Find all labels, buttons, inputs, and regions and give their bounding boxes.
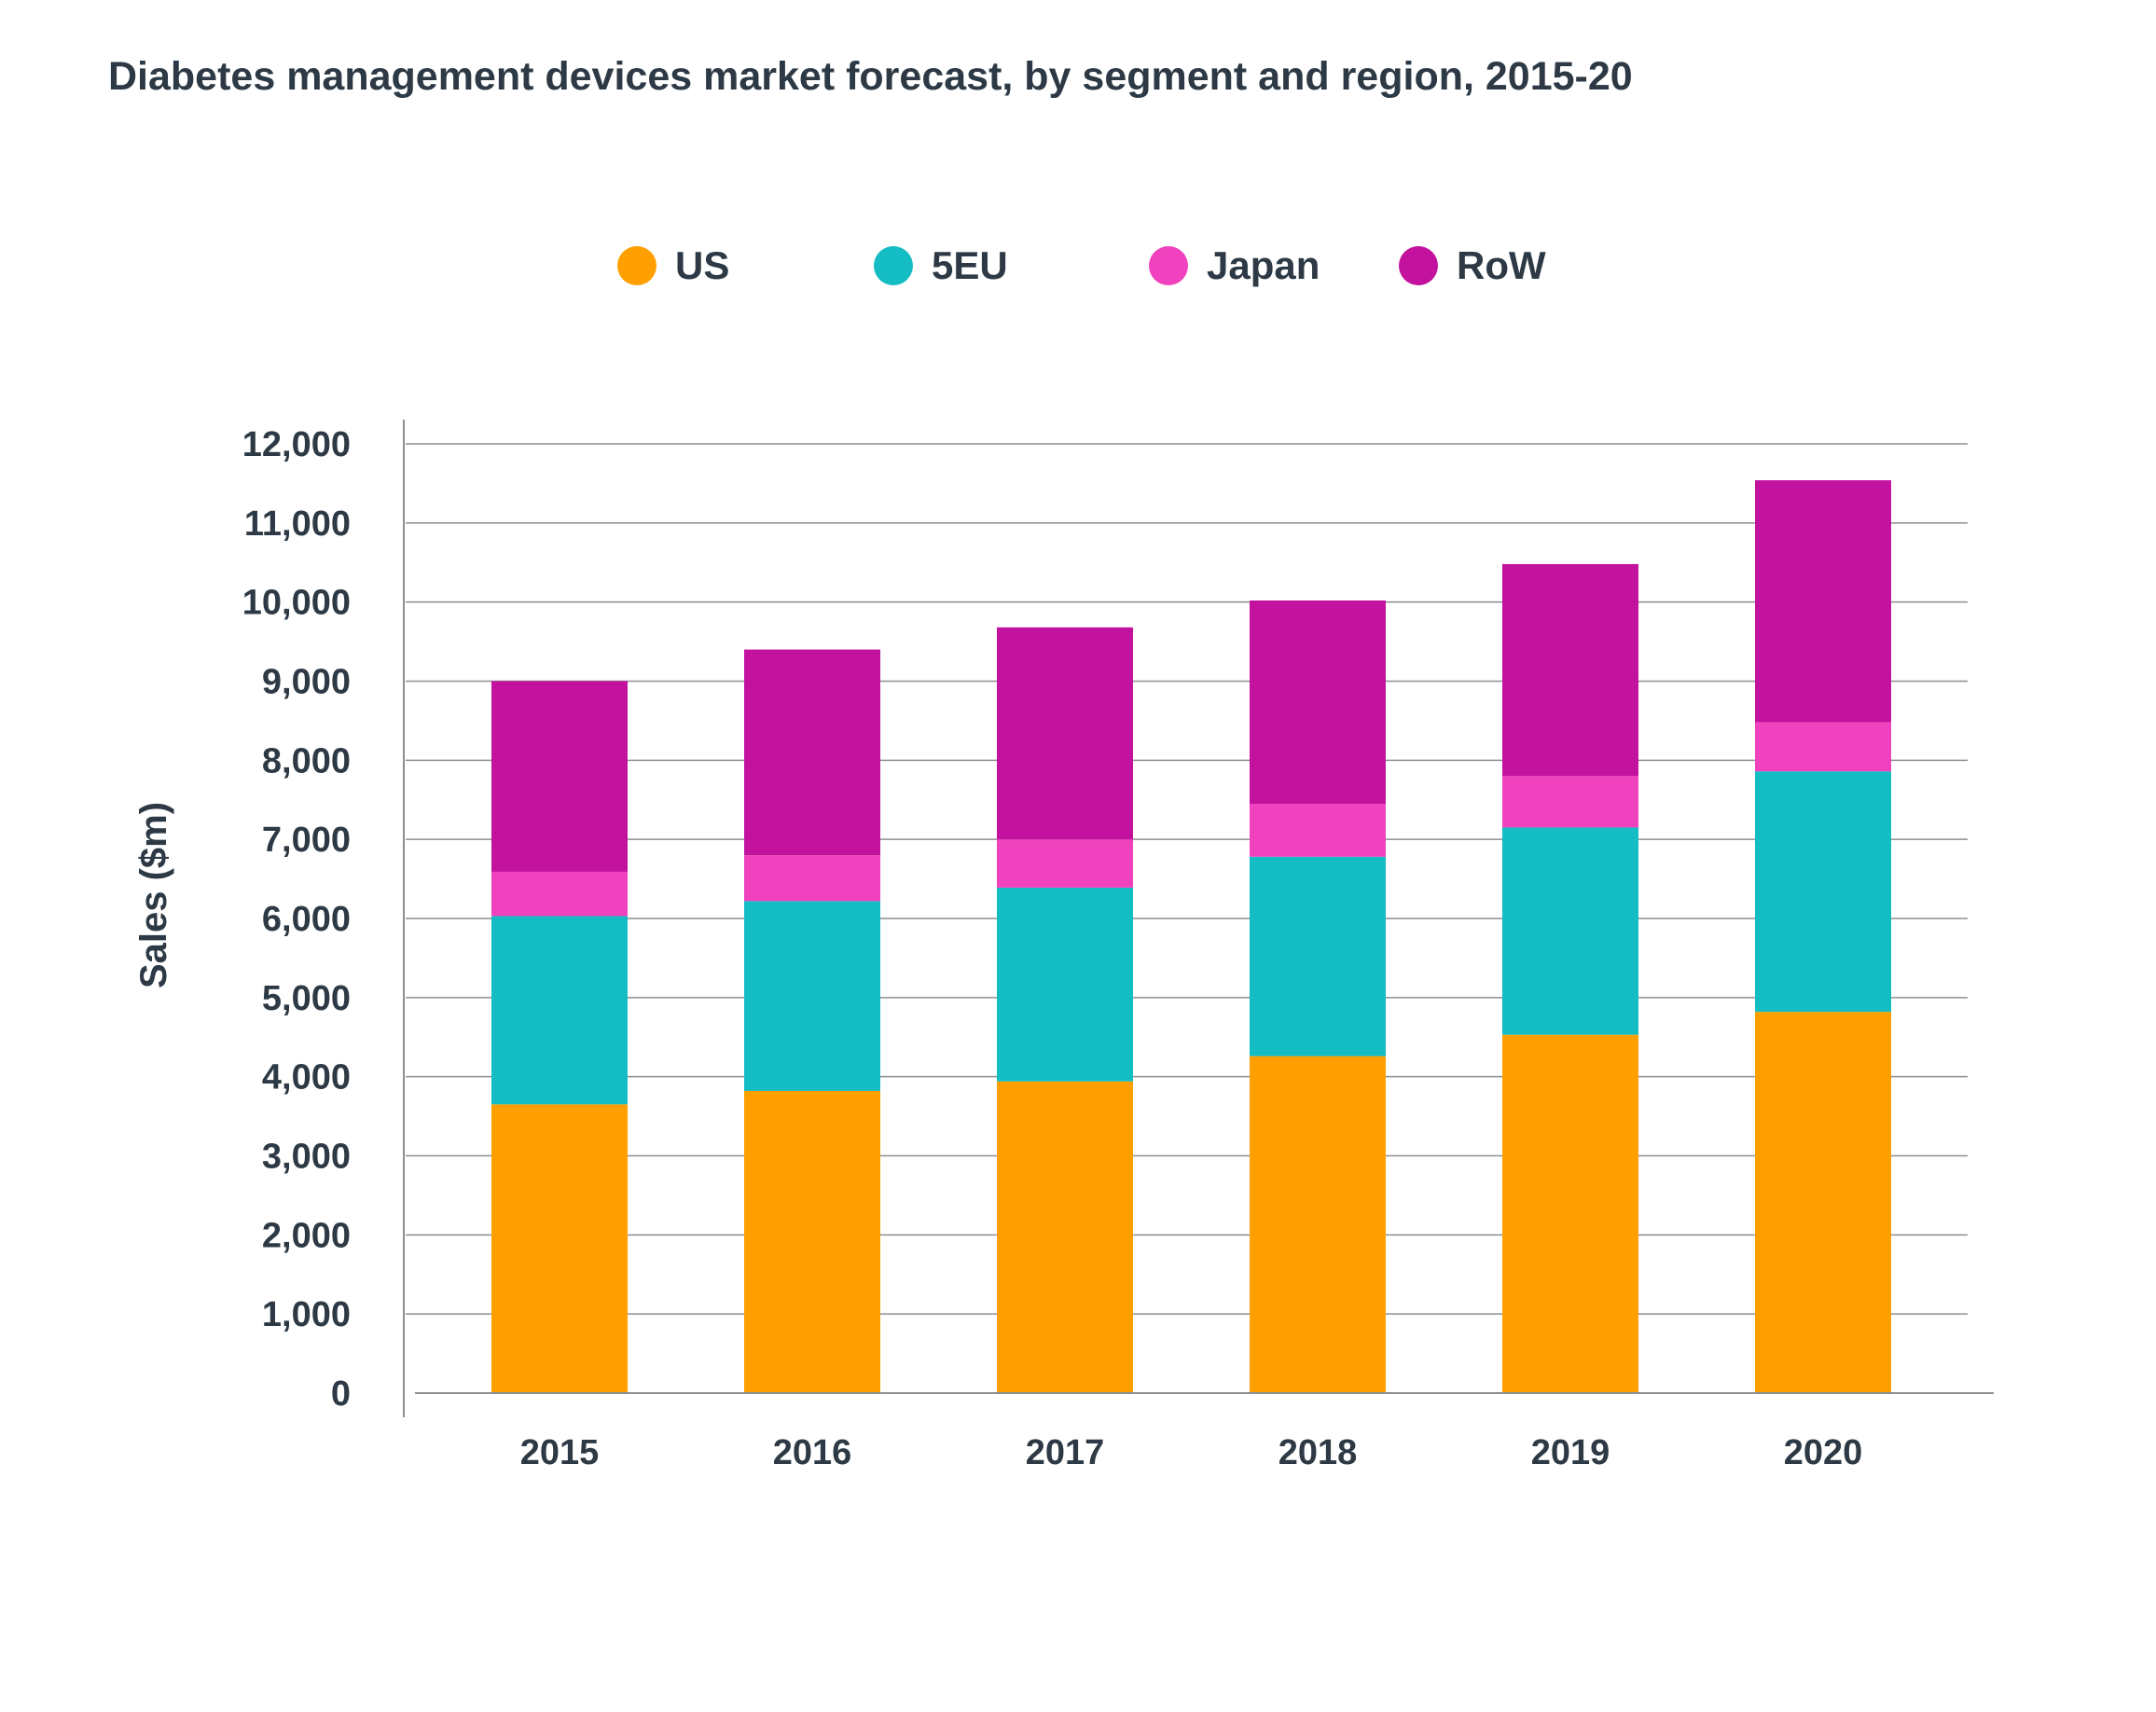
x-tick-label: 2019	[1531, 1433, 1610, 1472]
y-axis-tick-labels: 0 1,000 2,000 3,000 4,000 5,000 6,000 7,000 8,00…	[242, 425, 351, 1414]
x-tick-label: 2017	[1026, 1433, 1105, 1472]
legend-label: 5EU	[932, 243, 1008, 287]
legend-item-japan: Japan	[1149, 243, 1320, 287]
bar-japan-2020	[1755, 722, 1891, 772]
legend-swatch	[874, 246, 913, 285]
y-tick-label: 10,000	[242, 584, 351, 623]
bar-row-2017	[997, 627, 1133, 840]
bar-5eu-2018	[1250, 856, 1386, 1056]
legend-item-row: RoW	[1399, 243, 1546, 287]
bar-japan-2017	[997, 839, 1133, 888]
legend-swatch	[617, 246, 656, 285]
bar-5eu-2016	[744, 901, 880, 1091]
bar-5eu-2017	[997, 887, 1133, 1082]
y-axis-title: Sales ($m)	[133, 802, 174, 988]
bar-japan-2016	[744, 855, 880, 902]
bar-row-2020	[1755, 480, 1891, 723]
y-tick-label: 0	[331, 1374, 351, 1414]
bar-5eu-2015	[491, 916, 628, 1105]
bar-5eu-2020	[1755, 771, 1891, 1013]
y-tick-label: 1,000	[262, 1295, 351, 1334]
chart-title: Diabetes management devices market forec…	[108, 54, 1633, 99]
y-tick-label: 9,000	[262, 663, 351, 702]
y-tick-label: 5,000	[262, 979, 351, 1018]
y-tick-label: 6,000	[262, 900, 351, 939]
y-tick-label: 12,000	[242, 425, 351, 464]
bar-row-2016	[744, 649, 880, 856]
bar-us-2015	[491, 1104, 628, 1393]
legend-swatch	[1399, 246, 1438, 285]
bar-row-2018	[1250, 600, 1386, 804]
y-tick-label: 8,000	[262, 741, 351, 780]
x-tick-label: 2015	[520, 1433, 600, 1472]
legend-label: RoW	[1457, 243, 1546, 287]
x-tick-label: 2020	[1784, 1433, 1863, 1472]
bar-5eu-2019	[1502, 827, 1638, 1035]
legend-item-us: US	[617, 243, 729, 287]
legend-label: Japan	[1207, 243, 1320, 287]
legend-item-5eu: 5EU	[874, 243, 1008, 287]
y-tick-label: 7,000	[262, 821, 351, 860]
bar-us-2016	[744, 1090, 880, 1393]
y-tick-label: 3,000	[262, 1138, 351, 1177]
legend: US 5EU Japan RoW	[617, 243, 1546, 287]
x-tick-label: 2016	[773, 1433, 852, 1472]
y-tick-label: 4,000	[262, 1058, 351, 1098]
bar-japan-2015	[491, 871, 628, 917]
bar-us-2019	[1502, 1034, 1638, 1393]
bar-us-2018	[1250, 1056, 1386, 1393]
x-tick-label: 2018	[1278, 1433, 1358, 1472]
y-tick-label: 2,000	[262, 1216, 351, 1255]
legend-label: US	[675, 243, 729, 287]
y-tick-label: 11,000	[244, 504, 351, 544]
bar-us-2017	[997, 1081, 1133, 1393]
x-axis-tick-labels: 2015 2016 2017 2018 2019 2020	[520, 1433, 1863, 1472]
legend-swatch	[1149, 246, 1188, 285]
bar-us-2020	[1755, 1012, 1891, 1393]
bar-japan-2019	[1502, 776, 1638, 828]
axes	[403, 420, 1994, 1417]
gridlines	[406, 443, 1968, 1315]
bar-row-2015	[491, 681, 628, 872]
bars	[491, 480, 1891, 1393]
bar-row-2019	[1502, 563, 1638, 777]
bar-japan-2018	[1250, 803, 1386, 857]
